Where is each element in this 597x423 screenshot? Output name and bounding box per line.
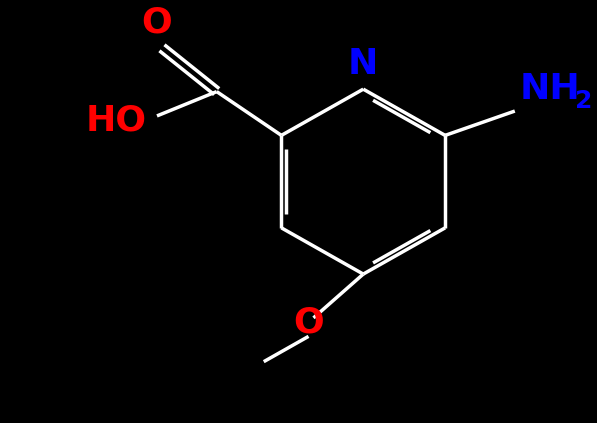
Text: O: O [141, 6, 173, 40]
Text: 2: 2 [574, 89, 592, 113]
Text: HO: HO [86, 104, 147, 138]
Text: NH: NH [520, 72, 580, 106]
Text: O: O [293, 306, 324, 340]
Text: N: N [348, 47, 378, 81]
